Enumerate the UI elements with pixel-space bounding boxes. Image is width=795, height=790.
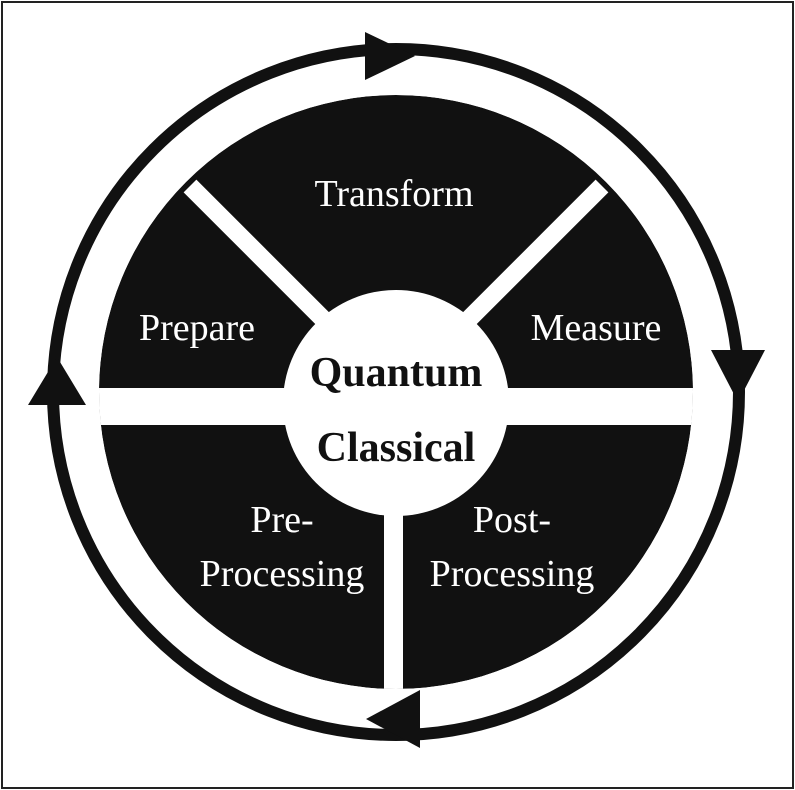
segment-label-pre-processing-line1: Pre- xyxy=(250,499,313,541)
segment-label-measure: Measure xyxy=(531,307,662,349)
arrowhead-top xyxy=(365,32,415,80)
segment-label-pre-processing-line2: Processing xyxy=(200,553,365,595)
arrowhead-bottom xyxy=(366,690,420,748)
center-label-quantum: Quantum xyxy=(310,350,483,396)
arrowhead-left xyxy=(28,357,86,405)
segment-label-prepare: Prepare xyxy=(139,307,255,349)
segment-label-post-processing-line2: Processing xyxy=(430,553,595,595)
arrowhead-right xyxy=(711,350,765,402)
segment-label-post-processing-line1: Post- xyxy=(473,499,551,541)
center-label-classical: Classical xyxy=(317,425,476,471)
segment-label-transform: Transform xyxy=(314,173,473,215)
center-hub xyxy=(283,290,509,516)
